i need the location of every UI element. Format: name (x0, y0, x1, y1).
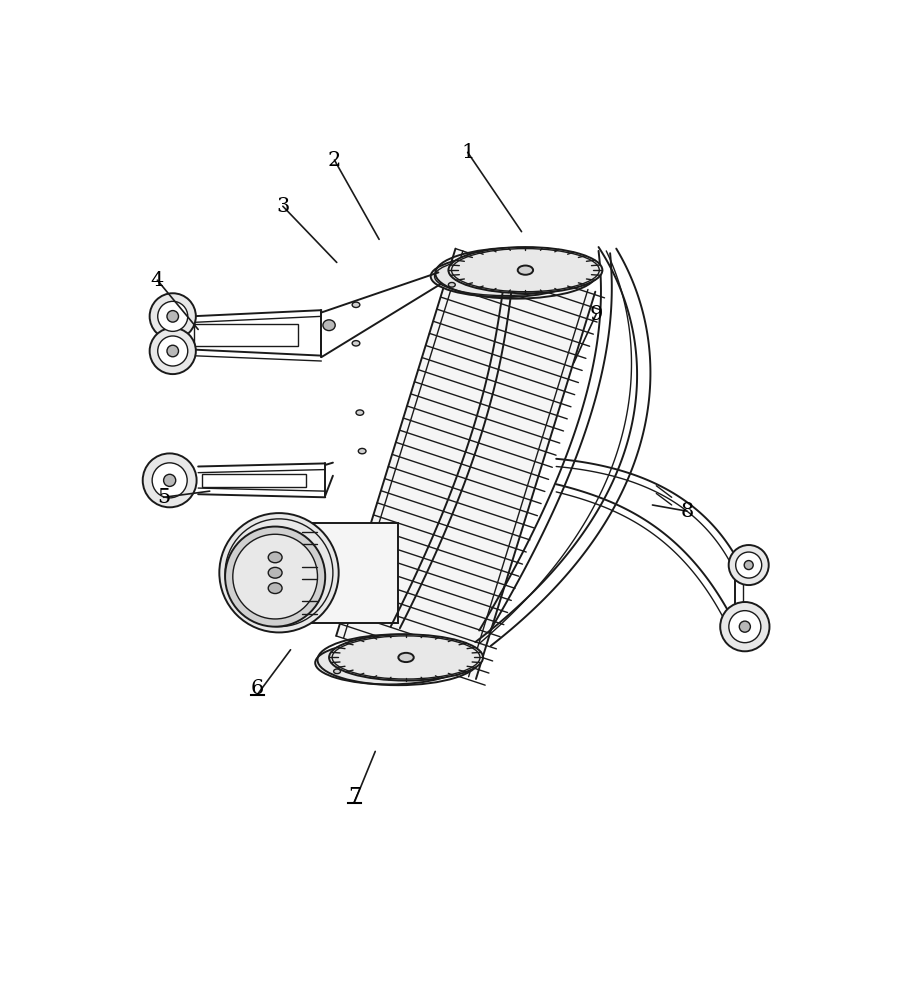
Ellipse shape (743, 561, 753, 570)
Text: 6: 6 (251, 679, 264, 698)
Ellipse shape (157, 301, 187, 331)
Ellipse shape (739, 621, 750, 632)
Text: 3: 3 (276, 197, 289, 216)
Ellipse shape (166, 345, 178, 357)
Text: 5: 5 (157, 488, 170, 507)
Ellipse shape (268, 583, 282, 594)
Polygon shape (294, 523, 398, 623)
Ellipse shape (735, 552, 761, 578)
Text: 4: 4 (151, 271, 164, 290)
Ellipse shape (357, 448, 366, 454)
Ellipse shape (150, 293, 196, 339)
Ellipse shape (142, 453, 197, 507)
Text: 9: 9 (589, 305, 602, 324)
Text: 8: 8 (680, 502, 693, 521)
Text: 1: 1 (460, 143, 474, 162)
Ellipse shape (448, 282, 455, 287)
Ellipse shape (385, 644, 392, 648)
Ellipse shape (551, 282, 559, 287)
Polygon shape (194, 324, 298, 346)
Ellipse shape (517, 266, 532, 275)
Text: 7: 7 (347, 787, 360, 806)
Ellipse shape (268, 567, 282, 578)
Ellipse shape (448, 247, 602, 293)
Ellipse shape (334, 669, 340, 674)
Ellipse shape (352, 302, 359, 307)
Ellipse shape (356, 410, 363, 415)
Ellipse shape (150, 328, 196, 374)
Ellipse shape (728, 545, 768, 585)
Ellipse shape (437, 669, 444, 674)
Ellipse shape (157, 336, 187, 366)
Ellipse shape (268, 552, 282, 563)
Ellipse shape (225, 527, 324, 627)
Ellipse shape (430, 256, 576, 297)
Ellipse shape (152, 463, 187, 498)
Ellipse shape (329, 634, 482, 681)
Ellipse shape (352, 341, 359, 346)
Text: 2: 2 (327, 151, 341, 170)
Ellipse shape (219, 513, 338, 632)
Polygon shape (335, 249, 595, 679)
Ellipse shape (720, 602, 768, 651)
Ellipse shape (166, 311, 178, 322)
Ellipse shape (323, 320, 335, 331)
Ellipse shape (728, 611, 760, 643)
Ellipse shape (233, 534, 317, 619)
Ellipse shape (164, 474, 176, 486)
Ellipse shape (500, 257, 506, 262)
Ellipse shape (315, 641, 462, 684)
Polygon shape (202, 474, 306, 487)
Ellipse shape (398, 653, 414, 662)
